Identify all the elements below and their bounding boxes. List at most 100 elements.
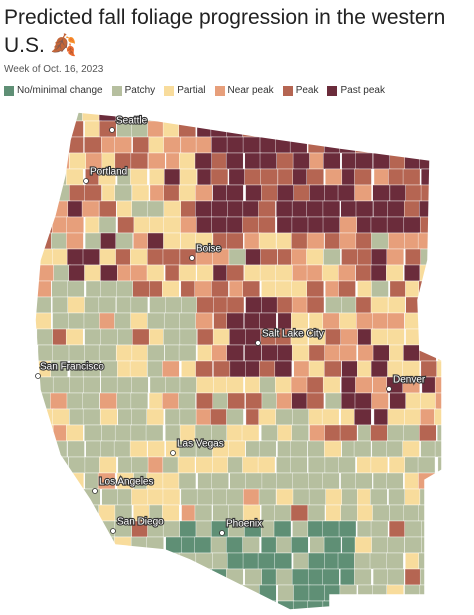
county-cell	[242, 536, 260, 554]
county-cell	[163, 216, 181, 234]
county-cell	[99, 248, 117, 266]
county-cell	[242, 200, 261, 218]
county-cell	[387, 408, 405, 426]
county-cell	[404, 264, 422, 282]
county-cell	[226, 232, 244, 250]
county-cell	[66, 248, 85, 266]
county-cell	[211, 200, 229, 218]
county-cell	[322, 568, 340, 586]
county-cell	[67, 280, 85, 298]
city-dot	[255, 340, 261, 346]
county-cell	[354, 168, 372, 186]
county-cell	[292, 520, 310, 538]
county-cell	[65, 168, 84, 186]
county-cell	[245, 248, 263, 266]
county-cell	[114, 136, 132, 154]
county-cell	[402, 168, 421, 186]
county-cell	[261, 472, 280, 490]
county-cell	[258, 488, 277, 506]
county-cell	[405, 184, 423, 202]
county-cell	[421, 520, 439, 538]
city-dot	[170, 450, 176, 456]
county-cell	[132, 136, 150, 154]
county-cell	[307, 440, 325, 458]
county-cell	[195, 200, 213, 218]
county-cell	[325, 504, 343, 522]
county-cell	[82, 408, 101, 426]
county-cell	[100, 328, 118, 346]
county-cell	[130, 168, 148, 186]
county-cell	[419, 424, 437, 442]
county-cell	[436, 424, 442, 442]
county-cell	[419, 488, 438, 506]
county-cell	[354, 184, 372, 202]
city-label: Portland	[90, 167, 127, 178]
county-cell	[261, 344, 279, 362]
county-cell	[292, 472, 310, 490]
county-cell	[162, 280, 180, 298]
county-cell	[324, 360, 342, 378]
county-cell	[273, 520, 292, 538]
region-outline	[34, 111, 443, 611]
county-cell	[147, 248, 165, 266]
county-cell	[386, 552, 404, 570]
county-cell	[291, 312, 309, 330]
county-cell	[130, 152, 149, 170]
legend-swatch	[282, 85, 293, 96]
county-cell	[67, 296, 85, 314]
county-cell	[228, 168, 247, 186]
county-cell	[162, 360, 180, 378]
county-cell	[149, 168, 167, 186]
county-cell	[69, 152, 87, 170]
county-cell	[339, 312, 357, 330]
county-cell	[210, 536, 229, 554]
county-cell	[164, 168, 182, 186]
county-cell	[419, 264, 438, 282]
county-cell	[117, 216, 135, 234]
county-cell	[371, 280, 389, 298]
county-cell	[116, 344, 134, 362]
county-cell	[289, 136, 308, 154]
county-cell	[100, 264, 118, 282]
county-cell	[197, 328, 215, 346]
county-cell	[195, 184, 213, 202]
county-cell	[338, 264, 356, 282]
county-cell	[98, 504, 116, 522]
county-cell	[244, 344, 262, 362]
county-cell	[275, 536, 294, 554]
county-cell	[69, 184, 87, 202]
legend-item: Partial	[164, 85, 206, 96]
county-cell	[99, 392, 117, 410]
counties	[35, 112, 442, 610]
county-cell	[130, 264, 148, 282]
county-cell	[98, 344, 117, 362]
county-cell	[291, 344, 310, 362]
cities: Seattle Portland Boise Salt Lake City San Fr…	[35, 115, 427, 536]
county-cell	[258, 600, 277, 610]
legend-swatch	[111, 85, 122, 96]
county-cell	[292, 152, 311, 170]
county-cell	[130, 248, 148, 266]
county-cell	[35, 312, 36, 330]
county-cell	[274, 552, 292, 570]
legend-label: Past peak	[340, 85, 385, 96]
county-cell	[291, 392, 309, 410]
city-dot	[110, 528, 116, 534]
county-cell	[322, 376, 341, 394]
county-cell	[132, 280, 150, 298]
county-cell	[211, 344, 229, 362]
county-cell	[162, 456, 181, 474]
county-cell	[131, 456, 149, 474]
county-cell	[50, 392, 68, 410]
county-cell	[276, 152, 294, 170]
county-cell	[403, 424, 421, 442]
county-cell	[146, 264, 165, 282]
county-cell	[292, 488, 311, 506]
county-cell	[355, 200, 374, 218]
county-cell	[370, 456, 389, 474]
county-cell	[308, 344, 327, 362]
legend-item: Near peak	[214, 85, 274, 96]
county-cell	[162, 504, 180, 522]
county-cell	[306, 376, 325, 394]
